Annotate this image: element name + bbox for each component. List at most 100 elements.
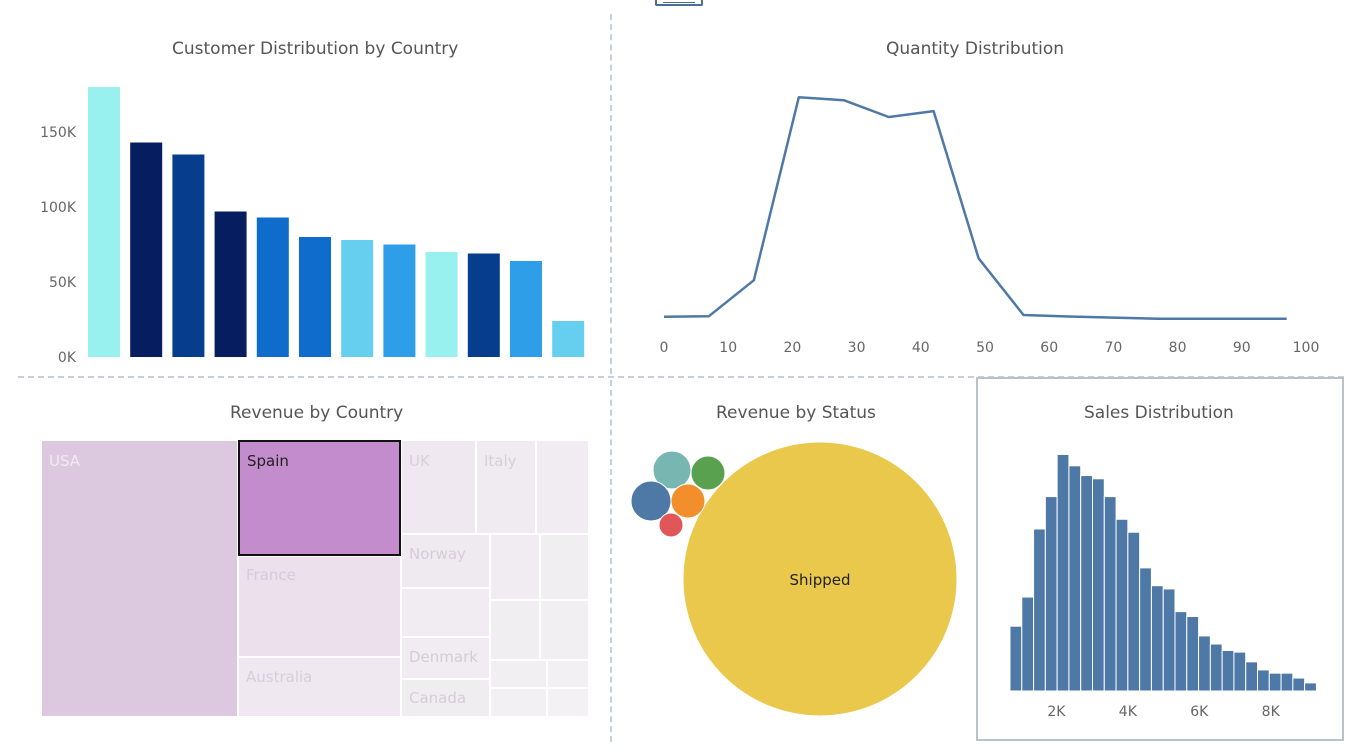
treemap-cell-small-8[interactable] [547,660,589,688]
sales-histogram-bar[interactable] [1209,643,1223,692]
sales-x-tick-label: 4K [1119,704,1138,720]
sales-panel-frame[interactable] [976,377,1344,741]
treemap-cell-small-4[interactable] [401,588,490,637]
dashboard-handle[interactable] [655,0,703,6]
quantity-data-point[interactable] [976,256,981,261]
horizontal-divider [18,376,1344,378]
quantity-data-point[interactable] [706,314,711,319]
customer-bar[interactable] [130,142,163,358]
quantity-data-point[interactable] [1111,315,1116,320]
sales-histogram-bar[interactable] [1127,531,1141,692]
quantity-data-point[interactable] [1284,316,1289,321]
quantity-data-point[interactable] [1156,316,1161,321]
quantity-data-point[interactable] [931,109,936,114]
sales-histogram-bar[interactable] [1233,651,1247,692]
quantity-x-tick-label: 60 [1040,340,1058,356]
quantity-data-point[interactable] [1246,316,1251,321]
quantity-x-tick-label: 20 [783,340,801,356]
treemap-cell-norway[interactable]: Norway [401,534,490,588]
quantity-x-tick-label: 30 [848,340,866,356]
customer-bar[interactable] [88,87,120,357]
treemap-label-usa: USA [49,452,81,470]
treemap-cell-spain[interactable]: Spain [238,440,401,556]
customer-bar[interactable] [510,261,542,357]
quantity-data-point[interactable] [841,98,846,103]
treemap-label-uk: UK [409,452,430,470]
treemap-cell-small-3[interactable] [540,534,589,600]
customer-bar[interactable] [256,217,289,358]
quantity-chart-title: Quantity Distribution [886,39,1065,59]
sales-histogram-bar[interactable] [1162,588,1176,692]
sales-histogram-bar[interactable] [1186,615,1200,692]
sales-histogram-bar[interactable] [1056,453,1070,692]
sales-histogram-bar[interactable] [1092,478,1105,692]
quantity-data-point[interactable] [886,115,891,120]
bubble-shipped[interactable] [682,441,958,717]
vertical-divider-top [610,14,612,374]
customer-bar[interactable] [214,211,247,358]
sales-histogram-bar[interactable] [1150,585,1164,692]
treemap-label-canada: Canada [409,689,467,707]
sales-histogram-bar[interactable] [1068,465,1082,692]
sales-histogram-bar[interactable] [1198,635,1211,692]
treemap-label-france: France [246,566,296,584]
bubble-status-6[interactable] [658,512,684,538]
treemap-cell-small-7[interactable] [490,660,547,688]
treemap-cell-usa[interactable]: USA [41,440,238,717]
sales-histogram-bar[interactable] [1044,496,1058,692]
treemap-cell-australia[interactable]: Australia [238,657,401,717]
sales-histogram-bar[interactable] [1174,611,1188,692]
customer-bar[interactable] [299,237,331,357]
sales-histogram-bar[interactable] [1268,672,1282,692]
customer-bar[interactable] [172,154,205,358]
customer-bar[interactable] [341,240,374,357]
treemap-label-spain: Spain [247,452,289,470]
quantity-data-point[interactable] [1201,316,1206,321]
treemap-cell-small-5[interactable] [490,600,540,660]
treemap-cell-canada[interactable]: Canada [401,679,490,717]
sales-histogram-bar[interactable] [1033,528,1046,692]
quantity-data-point[interactable] [1021,312,1026,317]
quantity-series-line[interactable] [663,96,1287,321]
quantity-data-point[interactable] [1066,314,1071,319]
revenue-status-title: Revenue by Status [716,403,876,423]
treemap-cell-italy[interactable]: Italy [476,440,536,534]
sales-histogram-bar[interactable] [1257,669,1270,692]
sales-histogram-bar[interactable] [1221,650,1235,692]
customer-bar[interactable] [467,253,500,358]
treemap-cell-small-1[interactable] [536,440,589,534]
quantity-data-point[interactable] [751,278,756,283]
customer-bar[interactable] [425,252,458,357]
treemap-cell-small-9[interactable] [490,688,547,717]
treemap-cell-denmark[interactable]: Denmark [401,637,490,679]
sales-x-tick-label: 8K [1262,704,1281,720]
treemap-cell-france[interactable]: France [238,556,401,657]
sales-histogram-bar[interactable] [1245,661,1258,692]
customer-y-tick-label: 100K [40,200,77,216]
bubble-status-3[interactable] [690,455,726,491]
customer-chart-title: Customer Distribution by Country [172,39,459,59]
treemap-cell-small-6[interactable] [540,600,589,660]
treemap-label-norway: Norway [409,545,466,563]
sales-histogram-bar[interactable] [1304,682,1317,692]
sales-histogram-bar[interactable] [1115,518,1129,692]
revenue-status-bubble-chart: Shipped [630,441,958,717]
sales-histogram-bar[interactable] [1139,567,1152,692]
sales-histogram-bar[interactable] [1080,475,1094,692]
treemap-label-italy: Italy [484,452,517,470]
sales-histogram-bar[interactable] [1103,496,1117,692]
customer-bar[interactable] [552,321,585,357]
treemap-label-australia: Australia [246,668,313,686]
quantity-x-tick-label: 70 [1104,340,1122,356]
bubble-status-5[interactable] [670,483,706,519]
sales-histogram-bar[interactable] [1280,672,1294,692]
sales-histogram-bar[interactable] [1009,625,1023,692]
sales-histogram-bar[interactable] [1021,596,1035,692]
quantity-data-point[interactable] [796,95,801,100]
quantity-data-point[interactable] [662,314,667,319]
customer-bar[interactable] [383,244,416,358]
treemap-cell-uk[interactable]: UK [401,440,476,534]
sales-histogram-bar[interactable] [1292,677,1306,692]
treemap-cell-small-2[interactable] [490,534,540,600]
treemap-cell-small-10[interactable] [547,688,589,717]
